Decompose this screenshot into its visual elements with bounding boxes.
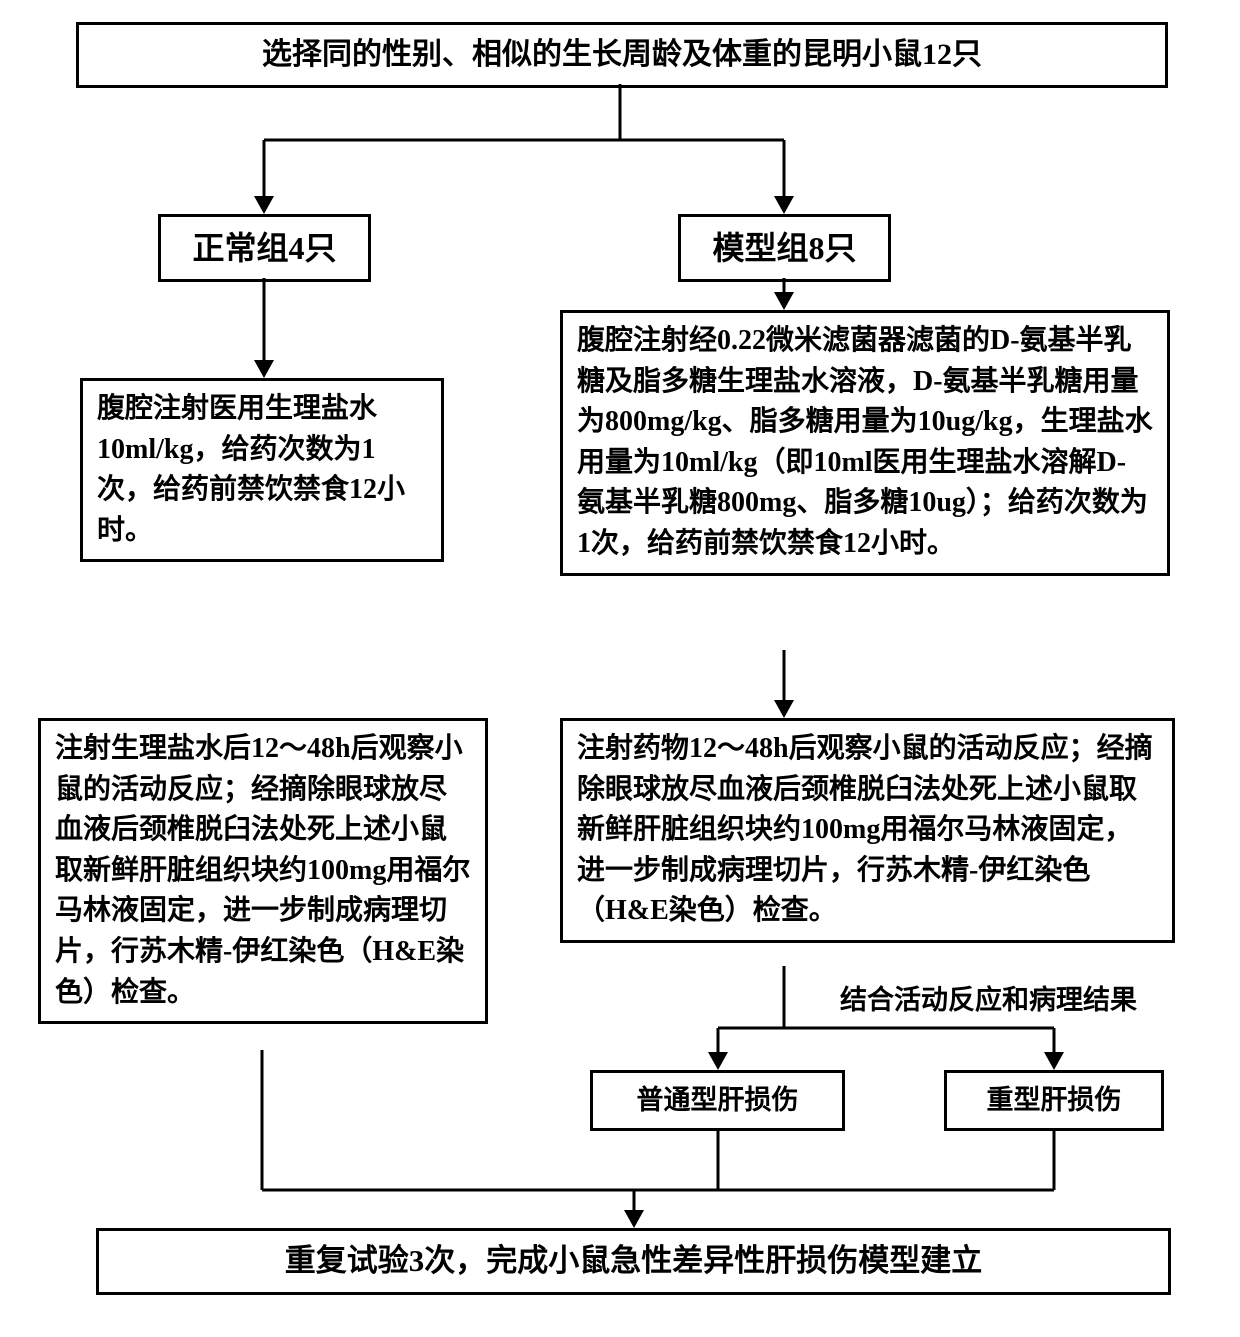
final-box: 重复试验3次，完成小鼠急性差异性肝损伤模型建立: [96, 1228, 1171, 1295]
normal-observe-text: 注射生理盐水后12～48h后观察小鼠的活动反应；经摘除眼球放尽血液后颈椎脱臼法处…: [55, 733, 470, 1008]
normal-damage-text: 普通型肝损伤: [637, 1085, 799, 1115]
normal-observe-box: 注射生理盐水后12～48h后观察小鼠的活动反应；经摘除眼球放尽血液后颈椎脱臼法处…: [38, 718, 488, 1024]
severe-damage-text: 重型肝损伤: [987, 1085, 1122, 1115]
model-observe-text: 注射药物12～48h后观察小鼠的活动反应；经摘除眼球放尽血液后颈椎脱臼法处死上述…: [577, 733, 1153, 926]
model-group-box: 模型组8只: [678, 214, 891, 282]
title-box: 选择同的性别、相似的生长周龄及体重的昆明小鼠12只: [76, 22, 1168, 88]
normal-inject-text: 腹腔注射医用生理盐水10ml/kg，给药次数为1次，给药前禁饮禁食12小时。: [97, 393, 405, 546]
severe-damage-box: 重型肝损伤: [944, 1070, 1164, 1131]
title-text: 选择同的性别、相似的生长周龄及体重的昆明小鼠12只: [262, 38, 982, 71]
model-inject-box: 腹腔注射经0.22微米滤菌器滤菌的D-氨基半乳糖及脂多糖生理盐水溶液，D-氨基半…: [560, 310, 1170, 576]
normal-inject-box: 腹腔注射医用生理盐水10ml/kg，给药次数为1次，给药前禁饮禁食12小时。: [80, 378, 444, 562]
model-inject-text: 腹腔注射经0.22微米滤菌器滤菌的D-氨基半乳糖及脂多糖生理盐水溶液，D-氨基半…: [577, 325, 1153, 559]
final-text: 重复试验3次，完成小鼠急性差异性肝损伤模型建立: [285, 1243, 983, 1278]
sidelabel: 结合活动反应和病理结果: [840, 983, 1180, 1018]
normal-group-box: 正常组4只: [158, 214, 371, 282]
model-group-text: 模型组8只: [712, 230, 856, 266]
normal-damage-box: 普通型肝损伤: [590, 1070, 845, 1131]
connectors: [0, 0, 1240, 1337]
normal-group-text: 正常组4只: [192, 230, 336, 266]
model-observe-box: 注射药物12～48h后观察小鼠的活动反应；经摘除眼球放尽血液后颈椎脱臼法处死上述…: [560, 718, 1175, 943]
sidelabel-text: 结合活动反应和病理结果: [840, 985, 1137, 1015]
